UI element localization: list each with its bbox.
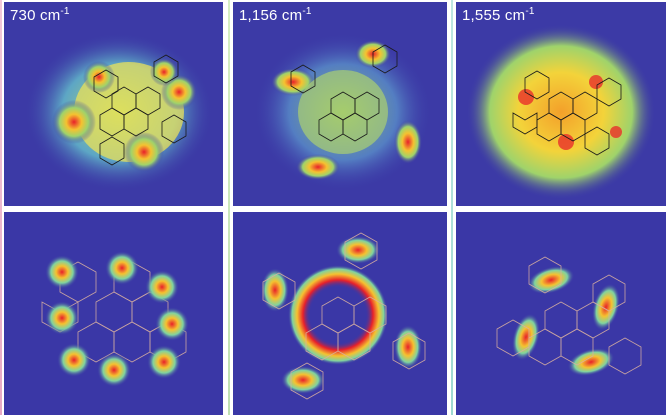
- stm-map-730: [4, 2, 223, 206]
- panel-730-simulated: [4, 212, 223, 415]
- panel-1555-experimental: 1,555 cm-1: [456, 2, 666, 206]
- stm-map-1555: [456, 2, 666, 206]
- separator-left: [0, 0, 2, 415]
- panel-730-experimental: 730 cm-1: [4, 2, 223, 206]
- panel-label-1555: 1,555 cm-1: [462, 6, 535, 24]
- panel-1156-experimental: 1,156 cm-1: [233, 2, 447, 206]
- sim-map-1156: [233, 212, 447, 415]
- panel-1555-simulated: [456, 212, 666, 415]
- panel-label-1156: 1,156 cm-1: [239, 6, 312, 24]
- separator-1: [228, 0, 230, 415]
- sim-map-730: [4, 212, 223, 415]
- panel-1156-simulated: [233, 212, 447, 415]
- sim-map-1555: [456, 212, 666, 415]
- panel-label-730: 730 cm-1: [10, 6, 70, 24]
- separator-2: [451, 0, 453, 415]
- stm-map-1156: [233, 2, 447, 206]
